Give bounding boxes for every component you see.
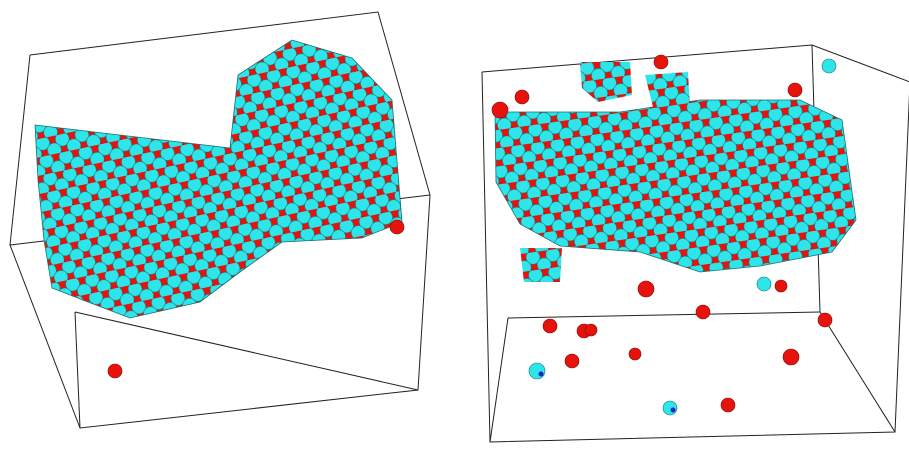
box-edge	[481, 44, 909, 443]
atom	[720, 397, 736, 413]
atom	[653, 54, 669, 70]
atom	[514, 89, 530, 105]
atom-cluster	[580, 62, 632, 102]
atom-cluster	[34, 39, 403, 319]
atom	[817, 312, 833, 328]
atom	[542, 318, 558, 334]
atom	[628, 347, 642, 361]
atom-cluster	[520, 248, 562, 282]
atom	[564, 353, 580, 369]
atom	[662, 400, 678, 416]
atom	[528, 362, 546, 380]
atom-marker	[670, 407, 676, 413]
atom	[821, 58, 837, 74]
atom	[756, 276, 772, 292]
box-edge	[74, 311, 419, 391]
atom-marker	[538, 371, 544, 377]
box-edge	[819, 311, 896, 433]
atom	[491, 101, 509, 119]
atom	[107, 363, 123, 379]
box-edge	[489, 317, 509, 443]
atom-cluster	[494, 99, 857, 273]
atom	[637, 280, 655, 298]
box-edge	[74, 311, 81, 429]
atom	[782, 348, 800, 366]
atom	[584, 323, 598, 337]
atom-cluster	[645, 72, 690, 115]
free-atoms	[491, 54, 837, 416]
atom	[774, 279, 788, 293]
atom	[787, 82, 803, 98]
atom	[695, 304, 711, 320]
box-edge	[507, 311, 821, 319]
atom	[389, 219, 405, 235]
